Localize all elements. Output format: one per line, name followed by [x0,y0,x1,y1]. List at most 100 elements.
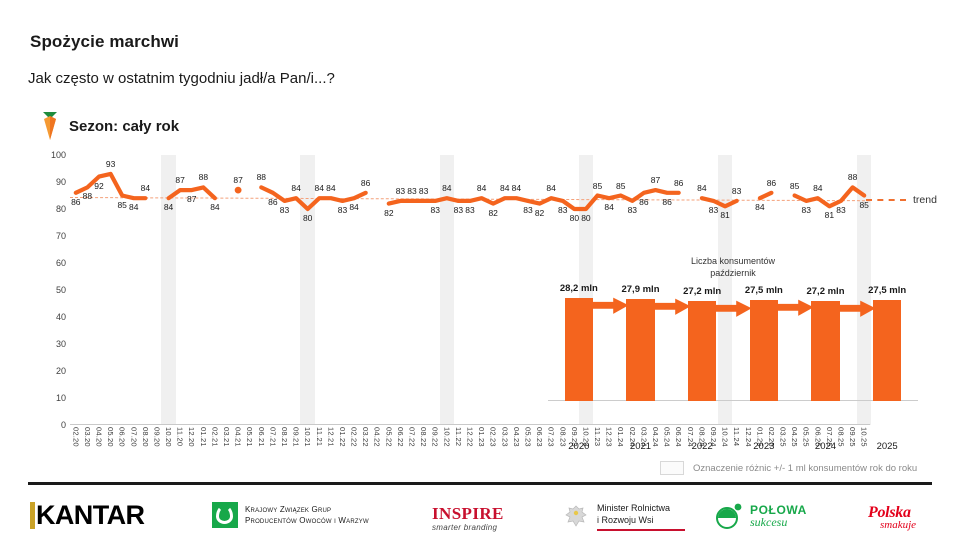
data-point-label: 83 [395,185,406,196]
x-axis-tick: 08.23 [558,427,568,447]
x-axis-tick: 11.20 [175,427,185,447]
trend-arrow-icon [776,296,815,327]
data-point-label: 84 [314,183,324,194]
x-axis-tick: 01.23 [477,427,487,447]
polowa-circle-icon [715,502,743,530]
y-axis-tick: 0 [60,420,66,430]
data-point-label: 84 [755,202,765,213]
data-point-label: 83 [418,185,429,196]
ministry-line1: Minister Rolnictwa [597,503,671,513]
x-axis-tick: 09.25 [848,427,858,447]
data-point-label: 83 [279,204,290,215]
ministry-underline [597,529,685,531]
kzg-logo-text: Krajowy Związek Grup Producentów Owoców … [245,504,369,526]
october-band [717,155,733,425]
polowa-line2: sukcesu [750,515,788,529]
season-note: Sezon: cały rok [40,110,179,142]
trend-arrow-icon [837,297,877,328]
data-point-label: 82 [534,207,545,218]
data-point-label: 83 [523,204,533,215]
data-point-label: 81 [824,210,835,221]
x-axis-tick: 05.24 [662,427,672,447]
y-axis: 0 10 20 30 40 50 60 70 80 90 100 [32,150,66,430]
data-point-label: 84 [210,202,220,213]
x-axis-tick: 08.22 [419,427,429,447]
data-point-label: 85 [789,180,800,191]
x-axis-tick: 08.25 [836,427,846,447]
trend-legend: trend [866,194,937,206]
y-axis-tick: 50 [55,285,66,295]
x-axis-tick: 02.24 [627,427,637,447]
x-axis-tick: 06.24 [674,427,684,447]
x-axis-tick: 04.25 [790,427,800,447]
data-point-label: 84 [511,183,522,194]
data-point-label: 83 [558,204,568,215]
x-axis-tick: 10.24 [720,427,730,447]
bar-value-label: 27,9 mln [621,283,660,295]
data-point-label: 86 [766,177,777,188]
data-point-label: 84 [442,183,452,194]
x-axis-tick: 06.22 [395,427,405,447]
x-axis-tick: 12.21 [326,427,336,447]
x-axis-tick: 07.24 [685,427,695,447]
october-band [857,155,872,425]
data-point-label: 84 [500,183,510,194]
x-axis-tick: 04.21 [233,427,243,447]
bar-value-label: 28,2 mln [559,282,598,294]
data-point-label: 84 [140,183,151,194]
inspire-logo: INSPIRE smarter branding [432,504,504,532]
data-point-label: 87 [233,175,243,186]
data-point-label: 83 [801,204,811,215]
footer-logos: KANTAR Krajowy Związek Grup Producentów … [0,492,960,540]
x-axis-tick: 11.24 [732,427,742,447]
bar-category-label: 2022 [691,441,713,452]
data-point-label: 86 [639,196,649,207]
x-axis-tick: 02.22 [349,427,359,447]
data-point-label: 88 [847,172,858,183]
x-axis-tick: 06.20 [117,427,127,447]
trend-dash-icon [866,199,906,201]
x-axis-baseline [70,424,870,425]
x-axis-tick: 03.20 [82,427,92,447]
x-axis-tick: 07.22 [407,427,417,447]
data-point-label: 88 [198,172,209,183]
data-point-label: 82 [384,207,394,218]
data-point-label: 84 [546,183,556,194]
inset-plot-area: 28,2 mln 2020 27,9 mln 2021 27,2 mln 2022 27,5… [548,283,918,452]
x-axis-tick: 10.20 [164,427,174,447]
data-point-label: 84 [326,183,336,194]
x-axis-tick: 03.24 [639,427,649,447]
x-axis-tick: 12.24 [743,427,753,447]
inset-baseline [548,400,918,401]
y-axis-tick: 40 [55,312,66,322]
polska-smakuje-logo: Polska smakuje [868,504,916,531]
october-band [300,155,315,425]
data-point-label: 85 [859,199,869,210]
data-point-label: 86 [673,177,684,188]
x-axis-tick: 02.25 [766,427,776,447]
data-point-label: 93 [105,158,116,169]
x-axis-tick: 02.20 [71,427,81,447]
x-axis-tick: 01.24 [616,427,626,447]
x-axis-tick: 09.21 [291,427,301,447]
trend-arrow-icon [591,294,630,325]
data-point-label: 87 [650,175,661,186]
polowa-sukcesu-logo: POŁOWA sukcesu [715,502,807,530]
x-axis-tick: 10.21 [303,427,313,447]
x-axis-tick: 11.23 [593,427,603,447]
x-axis-tick: 05.23 [523,427,533,447]
y-axis-tick: 30 [55,339,66,349]
x-axis-tick: 12.23 [604,427,614,447]
x-axis-tick: 05.22 [384,427,394,447]
data-point-label: 82 [488,207,498,218]
kantar-accent-bar [30,502,35,529]
page-subtitle: Jak często w ostatnim tygodniu jadł/a Pa… [28,70,335,87]
data-point-label: 83 [337,204,348,215]
data-point-label: 86 [268,196,278,207]
x-axis-tick: 03.21 [222,427,232,447]
y-axis-tick: 60 [55,258,66,268]
band-swatch-icon [660,461,684,475]
polowa-logo-text: POŁOWA sukcesu [750,504,807,528]
y-axis-tick: 90 [55,177,66,187]
